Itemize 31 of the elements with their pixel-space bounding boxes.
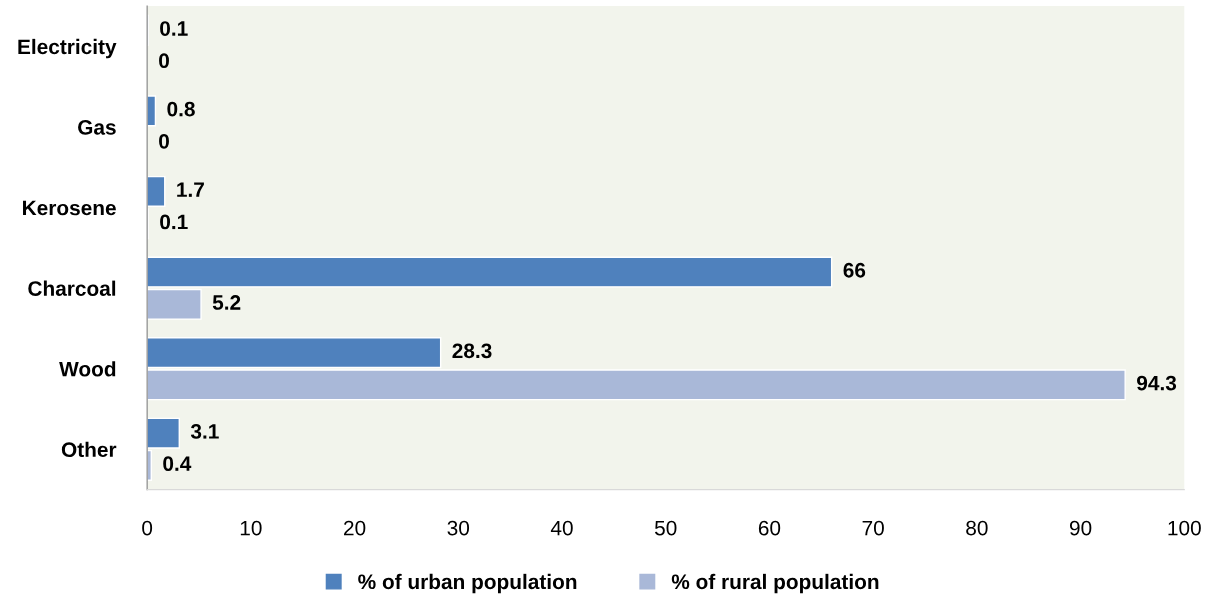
y-tick-label: Wood <box>59 361 116 377</box>
data-label: 0 <box>159 133 169 149</box>
data-label: 1.7 <box>177 182 204 197</box>
x-tick-label: 10 <box>240 520 262 536</box>
x-tick-label: 50 <box>654 520 677 536</box>
data-label: 66 <box>843 262 866 278</box>
x-tick-label: 0 <box>142 520 153 536</box>
y-tick-label: Charcoal <box>28 280 116 296</box>
data-label: 0.8 <box>167 101 195 117</box>
data-label: 94.3 <box>1137 375 1177 391</box>
x-tick-label: 100 <box>1168 520 1201 536</box>
x-tick-label: 40 <box>550 520 573 536</box>
x-tick-label: 20 <box>344 520 366 536</box>
data-label: 0.4 <box>163 456 192 472</box>
y-tick-label: Other <box>61 441 117 458</box>
legend-label: % of rural population <box>671 573 879 594</box>
x-tick-label: 90 <box>1069 520 1092 536</box>
data-label: 0 <box>159 53 169 69</box>
x-tick-label: 80 <box>966 520 988 536</box>
data-label: 3.1 <box>190 424 219 439</box>
y-tick-label: Kerosene <box>23 200 116 216</box>
legend-label: % of urban population <box>358 573 577 594</box>
y-tick-label: Electricity <box>18 38 117 59</box>
data-label: 0.1 <box>160 214 188 230</box>
x-tick-label: 30 <box>447 520 470 536</box>
y-tick-label: Gas <box>78 119 116 135</box>
data-label: 0.1 <box>160 21 188 36</box>
x-tick-label: 60 <box>758 520 781 536</box>
data-label: 5.2 <box>212 295 241 310</box>
x-tick-label: 70 <box>862 520 884 536</box>
data-label: 28.3 <box>452 343 492 359</box>
